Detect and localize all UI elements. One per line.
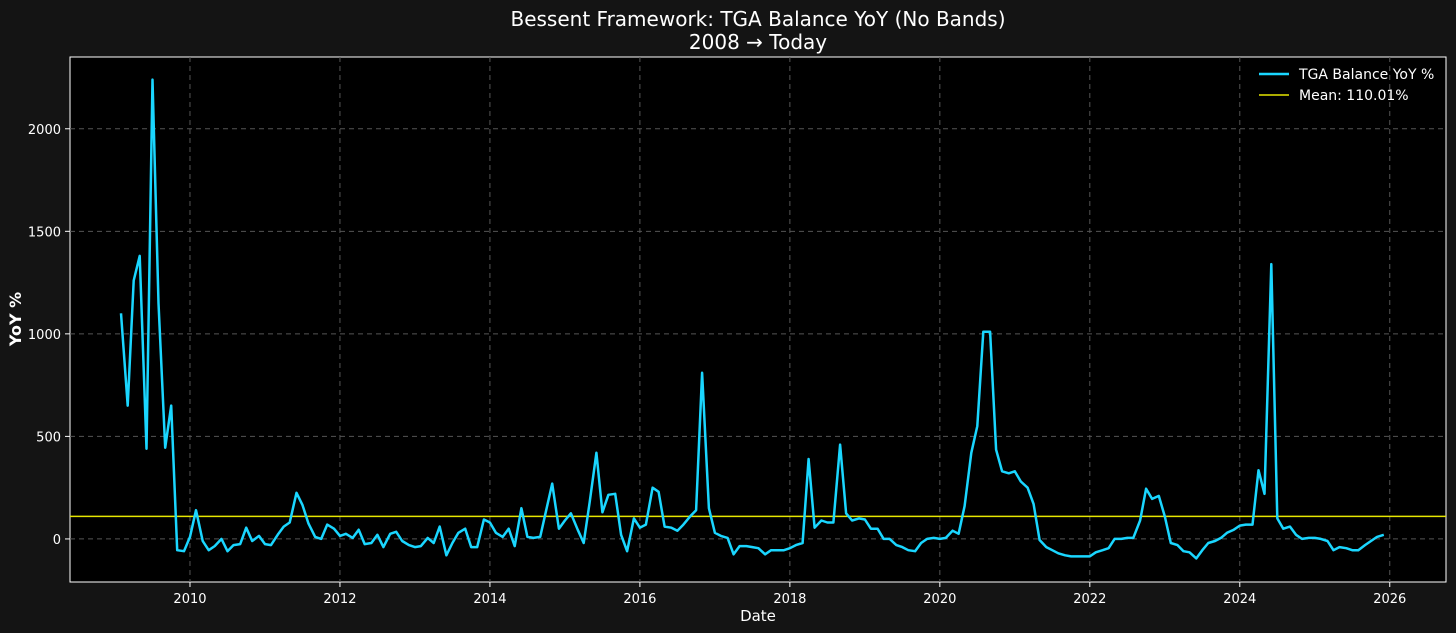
chart-title: Bessent Framework: TGA Balance YoY (No B… [510,7,1005,31]
x-tick-label: 2022 [1073,592,1106,607]
x-tick-label: 2016 [623,592,656,607]
x-tick-label: 2010 [173,592,206,607]
legend-label-tga: TGA Balance YoY % [1298,67,1434,83]
y-tick-label: 2000 [28,123,61,138]
y-tick-label: 0 [53,533,61,548]
tga-yoy-line [119,78,1385,560]
x-tick-label: 2012 [323,592,356,607]
legend: TGA Balance YoY % Mean: 110.01% [1259,67,1434,104]
x-tick-label: 2026 [1373,592,1406,607]
y-tick-label: 1500 [28,225,61,240]
grid-lines [70,57,1446,582]
x-axis-label: Date [740,607,776,625]
chart-subtitle: 2008 → Today [689,30,827,54]
x-tick-label: 2024 [1223,592,1256,607]
x-tick-label: 2018 [773,592,806,607]
y-axis-ticks: 0 500 1000 1500 2000 [28,123,70,548]
x-tick-label: 2014 [473,592,506,607]
x-axis-ticks: 2010 2012 2014 2016 2018 2020 2022 2024 2026 [173,582,1406,607]
y-axis-label: YoY % [6,292,25,347]
legend-label-mean: Mean: 110.01% [1299,88,1409,104]
y-tick-label: 1000 [28,328,61,343]
x-tick-label: 2020 [923,592,956,607]
y-tick-label: 500 [36,430,61,445]
series-layer [70,78,1446,560]
plot-area [69,56,1447,583]
